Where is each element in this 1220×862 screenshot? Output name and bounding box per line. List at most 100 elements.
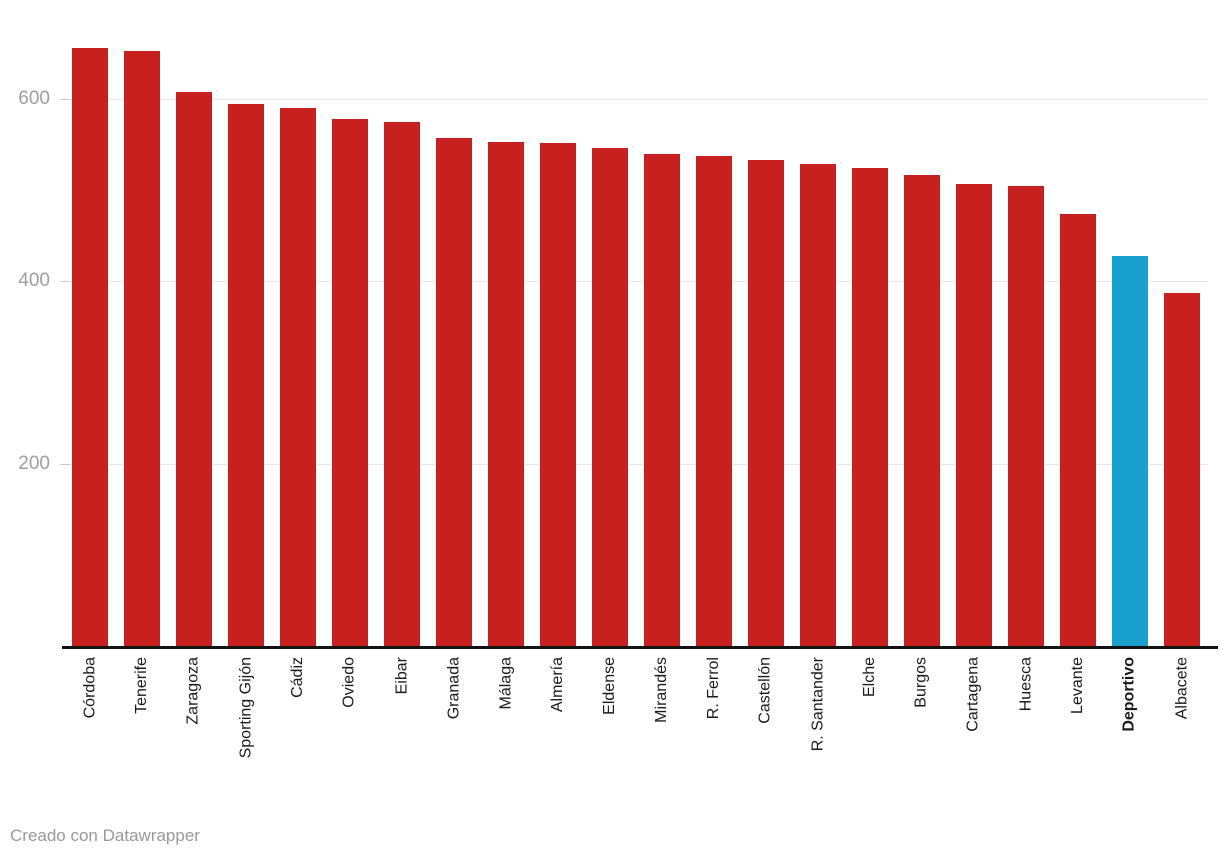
bar-cell xyxy=(376,0,428,647)
x-label-cell: Granada xyxy=(428,648,480,818)
bar-cell xyxy=(532,0,584,647)
bars-container xyxy=(64,0,1208,647)
x-axis-label-deportivo: Deportivo xyxy=(1121,657,1138,732)
y-axis-tick xyxy=(60,281,70,282)
x-label-cell: R. Santander xyxy=(792,648,844,818)
x-label-cell: Huesca xyxy=(1000,648,1052,818)
bar-almeria[interactable] xyxy=(540,143,576,647)
bar-cell xyxy=(272,0,324,647)
gridline-400 xyxy=(70,281,1208,282)
bar-cell xyxy=(220,0,272,647)
x-axis-label-eldense: Eldense xyxy=(601,657,618,715)
bar-levante[interactable] xyxy=(1060,214,1096,647)
bar-zaragoza[interactable] xyxy=(176,92,212,647)
x-label-cell: Almería xyxy=(532,648,584,818)
bar-granada[interactable] xyxy=(436,138,472,647)
bar-r-ferrol[interactable] xyxy=(696,156,732,647)
bar-cell xyxy=(116,0,168,647)
x-label-cell: Burgos xyxy=(896,648,948,818)
bar-eibar[interactable] xyxy=(384,122,420,647)
bar-cell xyxy=(740,0,792,647)
bar-cell xyxy=(324,0,376,647)
x-axis-label-zaragoza: Zaragoza xyxy=(185,657,202,725)
bar-r-santander[interactable] xyxy=(800,164,836,647)
bar-cell xyxy=(1052,0,1104,647)
x-label-cell: Elche xyxy=(844,648,896,818)
bar-sporting-gijon[interactable] xyxy=(228,104,264,647)
bar-cell xyxy=(792,0,844,647)
x-label-cell: Cartagena xyxy=(948,648,1000,818)
x-label-cell: Tenerife xyxy=(116,648,168,818)
x-axis-label-tenerife: Tenerife xyxy=(133,657,150,714)
bar-deportivo[interactable] xyxy=(1112,256,1148,647)
x-axis-label-oviedo: Oviedo xyxy=(341,657,358,708)
gridline-200 xyxy=(70,464,1208,465)
x-label-cell: Málaga xyxy=(480,648,532,818)
bar-cell xyxy=(844,0,896,647)
x-axis-label-huesca: Huesca xyxy=(1017,657,1034,712)
bar-cell xyxy=(480,0,532,647)
x-label-cell: Deportivo xyxy=(1104,648,1156,818)
x-axis-label-albacete: Albacete xyxy=(1173,657,1190,720)
gridline-600 xyxy=(70,99,1208,100)
bar-burgos[interactable] xyxy=(904,175,940,647)
bar-cell xyxy=(636,0,688,647)
datawrapper-credit-link[interactable]: Creado con Datawrapper xyxy=(10,826,200,845)
x-axis-labels: Córdoba Tenerife Zaragoza Sporting Gijón Cád… xyxy=(64,648,1208,818)
bar-cell xyxy=(64,0,116,647)
bar-cell xyxy=(168,0,220,647)
bar-cartagena[interactable] xyxy=(956,184,992,647)
x-axis-label-mirandes: Mirandés xyxy=(653,657,670,723)
bar-eldense[interactable] xyxy=(592,148,628,647)
y-axis-tick-label: 600 xyxy=(18,88,50,109)
y-axis-tick xyxy=(60,464,70,465)
bar-castellon[interactable] xyxy=(748,160,784,647)
x-label-cell: Cádiz xyxy=(272,648,324,818)
bar-cell xyxy=(1156,0,1208,647)
bar-albacete[interactable] xyxy=(1164,293,1200,647)
bar-cell xyxy=(688,0,740,647)
x-axis-label-malaga: Málaga xyxy=(497,657,514,710)
x-axis-label-burgos: Burgos xyxy=(913,657,930,708)
x-axis-label-cartagena: Cartagena xyxy=(965,657,982,732)
bar-oviedo[interactable] xyxy=(332,119,368,647)
x-label-cell: Sporting Gijón xyxy=(220,648,272,818)
x-axis-label-elche: Elche xyxy=(861,657,878,698)
x-axis-label-castellon: Castellón xyxy=(757,657,774,724)
bar-cordoba[interactable] xyxy=(72,48,108,647)
x-axis-label-sporting-gijon: Sporting Gijón xyxy=(237,657,254,759)
y-axis-tick xyxy=(60,99,70,100)
x-axis-line xyxy=(62,646,1218,649)
x-axis-label-cordoba: Córdoba xyxy=(81,657,98,719)
y-axis-tick-label: 400 xyxy=(18,270,50,291)
bar-cell xyxy=(1104,0,1156,647)
bar-cadiz[interactable] xyxy=(280,108,316,647)
x-label-cell: Eldense xyxy=(584,648,636,818)
x-label-cell: Oviedo xyxy=(324,648,376,818)
bar-mirandes[interactable] xyxy=(644,154,680,647)
y-axis-tick-label: 200 xyxy=(18,453,50,474)
x-axis-label-granada: Granada xyxy=(445,657,462,720)
bar-elche[interactable] xyxy=(852,168,888,647)
bar-cell xyxy=(428,0,480,647)
x-label-cell: Albacete xyxy=(1156,648,1208,818)
x-axis-label-r-santander: R. Santander xyxy=(809,657,826,752)
bar-cell xyxy=(1000,0,1052,647)
x-label-cell: Zaragoza xyxy=(168,648,220,818)
x-axis-label-eibar: Eibar xyxy=(393,657,410,695)
x-axis-label-almeria: Almería xyxy=(549,657,566,713)
x-label-cell: Castellón xyxy=(740,648,792,818)
x-label-cell: Córdoba xyxy=(64,648,116,818)
x-axis-label-r-ferrol: R. Ferrol xyxy=(705,657,722,720)
x-label-cell: Mirandés xyxy=(636,648,688,818)
bar-cell xyxy=(948,0,1000,647)
bar-tenerife[interactable] xyxy=(124,51,160,647)
x-label-cell: Levante xyxy=(1052,648,1104,818)
bar-huesca[interactable] xyxy=(1008,186,1044,647)
x-axis-label-levante: Levante xyxy=(1069,657,1086,714)
x-axis-label-cadiz: Cádiz xyxy=(289,657,306,698)
x-label-cell: R. Ferrol xyxy=(688,648,740,818)
bar-malaga[interactable] xyxy=(488,142,524,647)
